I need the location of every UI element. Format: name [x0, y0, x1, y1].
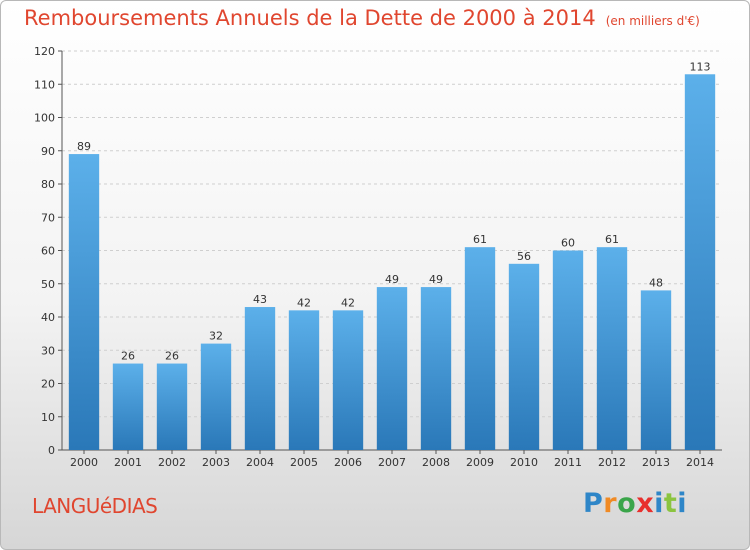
data-label-2006: 42 — [341, 296, 355, 309]
data-label-2003: 32 — [209, 330, 223, 343]
x-tick-label: 2008 — [422, 456, 450, 469]
logo-letter: t — [663, 488, 678, 519]
labels: 0 10 20 30 40 50 60 70 80 90 100 110 120 2000 89 2001 26… — [34, 45, 714, 469]
bar-2003 — [200, 343, 232, 450]
y-tick-label: 60 — [41, 245, 55, 258]
chart-title-text: Remboursements Annuels de la Dette de 20… — [24, 6, 596, 30]
data-label-2012: 61 — [605, 233, 619, 246]
data-label-2011: 60 — [561, 237, 575, 250]
data-label-2005: 42 — [297, 296, 311, 309]
y-tick-label: 40 — [41, 311, 55, 324]
x-tick-label: 2005 — [290, 456, 318, 469]
data-label-2014: 113 — [690, 60, 711, 73]
bar-2004 — [244, 307, 276, 450]
bar-2008 — [420, 287, 452, 450]
y-tick-label: 70 — [41, 211, 55, 224]
bar-2010 — [508, 263, 540, 450]
chart-title: Remboursements Annuels de la Dette de 20… — [24, 6, 700, 30]
logo-letter: i — [677, 488, 688, 519]
bar-2013 — [640, 290, 672, 450]
proxiti-logo: Proxiti — [583, 488, 687, 519]
y-tick-label: 120 — [34, 45, 55, 58]
data-label-2013: 48 — [649, 276, 663, 289]
x-tick-label: 2010 — [510, 456, 538, 469]
x-tick-label: 2011 — [554, 456, 582, 469]
x-tick-label: 2002 — [158, 456, 186, 469]
bar-2006 — [332, 310, 364, 450]
y-tick-label: 50 — [41, 278, 55, 291]
x-tick-label: 2001 — [114, 456, 142, 469]
bar-2011 — [552, 250, 584, 450]
bar-2012 — [596, 247, 628, 450]
y-tick-label: 90 — [41, 145, 55, 158]
bar-2007 — [376, 287, 408, 450]
x-tick-label: 2003 — [202, 456, 230, 469]
y-tick-label: 100 — [34, 112, 55, 125]
bar-2001 — [112, 363, 144, 450]
bar-2014 — [684, 74, 716, 451]
logo-letter: o — [617, 488, 637, 519]
x-tick-label: 2009 — [466, 456, 494, 469]
bars — [68, 74, 716, 451]
logo-letter: x — [636, 488, 655, 519]
data-label-2002: 26 — [165, 350, 179, 363]
data-label-2000: 89 — [77, 140, 91, 153]
bar-2002 — [156, 363, 188, 450]
data-label-2007: 49 — [385, 273, 399, 286]
logo-letter: P — [583, 488, 604, 519]
y-tick-label: 10 — [41, 411, 55, 424]
y-tick-label: 20 — [41, 378, 55, 391]
data-label-2001: 26 — [121, 350, 135, 363]
logo-letter: r — [603, 488, 618, 519]
logo-letter: i — [654, 488, 664, 519]
x-tick-label: 2007 — [378, 456, 406, 469]
y-tick-label: 30 — [41, 344, 55, 357]
commune-name: LANGUéDIAS — [32, 494, 158, 518]
data-label-2008: 49 — [429, 273, 443, 286]
y-tick-label: 80 — [41, 178, 55, 191]
chart-unit: (en milliers d'€) — [605, 14, 700, 28]
bar-2005 — [288, 310, 320, 450]
y-tick-label: 110 — [34, 78, 55, 91]
x-tick-label: 2000 — [70, 456, 98, 469]
x-tick-label: 2014 — [686, 456, 714, 469]
x-tick-label: 2006 — [334, 456, 362, 469]
bar-2000 — [68, 154, 100, 450]
data-label-2010: 56 — [517, 250, 531, 263]
bar-2009 — [464, 247, 496, 450]
data-label-2004: 43 — [253, 293, 267, 306]
x-tick-label: 2004 — [246, 456, 274, 469]
data-label-2009: 61 — [473, 233, 487, 246]
x-tick-label: 2012 — [598, 456, 626, 469]
y-tick-label: 0 — [48, 444, 55, 457]
x-tick-label: 2013 — [642, 456, 670, 469]
